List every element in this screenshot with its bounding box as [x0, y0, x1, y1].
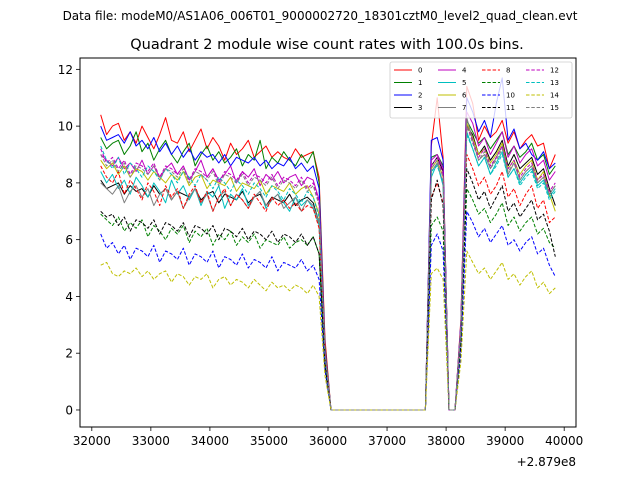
x-tick-label: 36000 [309, 434, 347, 448]
y-tick-label: 0 [65, 403, 73, 417]
x-tick-label: 39000 [486, 434, 524, 448]
y-tick-label: 4 [65, 290, 73, 304]
legend-label-2: 2 [418, 92, 422, 100]
x-tick-label: 38000 [427, 434, 465, 448]
legend-label-1: 1 [418, 79, 422, 87]
series-line-15 [100, 125, 556, 411]
x-offset-label: +2.879e8 [517, 455, 576, 469]
y-tick-label: 8 [65, 176, 73, 190]
chart-title: Quadrant 2 module wise count rates with … [130, 37, 524, 53]
plot-frame [79, 57, 577, 428]
legend-label-0: 0 [418, 67, 422, 75]
x-axis: 32000 33000 34000 35000 36000 37000 38000 39000… [73, 427, 583, 448]
legend-label-7: 7 [462, 104, 466, 112]
legend-label-6: 6 [462, 92, 467, 100]
legend-label-8: 8 [506, 67, 510, 75]
y-tick-label: 2 [65, 347, 73, 361]
x-tick-label: 40000 [545, 434, 583, 448]
legend-label-12: 12 [550, 67, 559, 75]
x-tick-label: 32000 [73, 434, 111, 448]
legend-label-9: 9 [506, 79, 510, 87]
series-layer [100, 77, 556, 411]
series-line-14 [100, 250, 556, 411]
legend-label-11: 11 [506, 104, 515, 112]
legend-label-15: 15 [550, 104, 559, 112]
legend-label-4: 4 [462, 67, 467, 75]
legend-label-14: 14 [550, 92, 559, 100]
y-tick-label: 10 [58, 120, 73, 134]
legend-box [389, 61, 573, 119]
x-tick-label: 33000 [132, 434, 170, 448]
series-line-11 [100, 168, 556, 411]
y-tick-label: 12 [58, 63, 73, 77]
legend-label-3: 3 [418, 104, 422, 112]
legend-label-10: 10 [506, 92, 515, 100]
y-tick-label: 6 [65, 233, 73, 247]
series-line-12 [100, 125, 556, 411]
x-tick-label: 35000 [250, 434, 288, 448]
legend-label-5: 5 [462, 79, 466, 87]
legend-label-13: 13 [550, 79, 559, 87]
x-tick-label: 37000 [368, 434, 406, 448]
x-tick-label: 34000 [191, 434, 229, 448]
y-axis: 0 2 4 6 8 10 12 [58, 63, 80, 417]
chart-suptitle: Data file: modeM0/AS1A06_006T01_90000027… [63, 9, 578, 23]
